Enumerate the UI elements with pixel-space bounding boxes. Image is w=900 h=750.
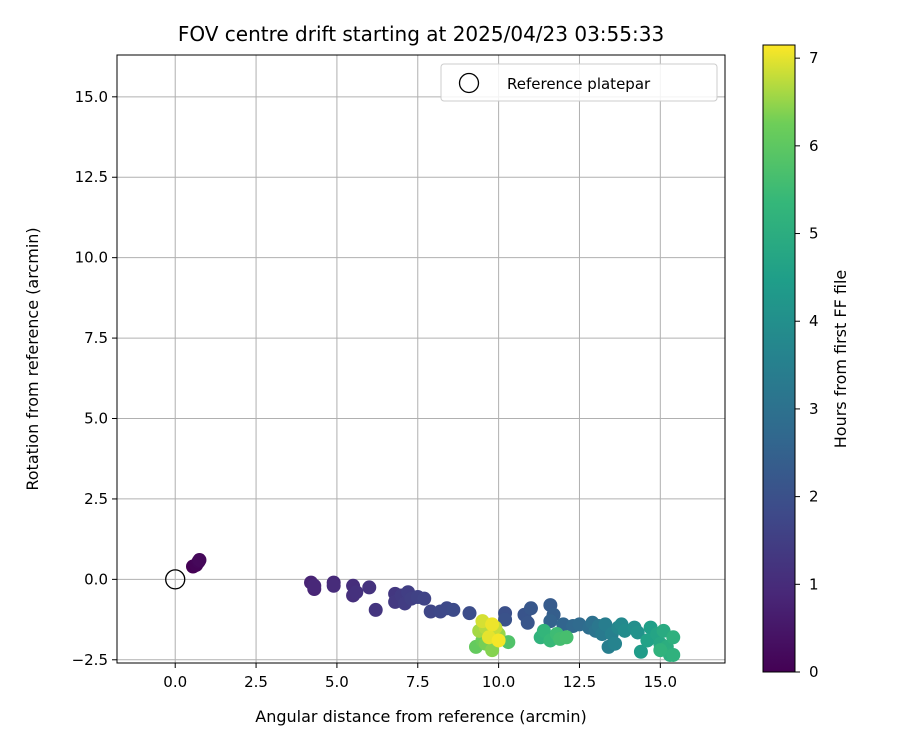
colorbar-tick-label: 6 [809, 137, 819, 155]
colorbar: 0 1 2 3 4 5 6 7 Hours from first FF file [763, 45, 850, 681]
data-point [653, 643, 667, 657]
colorbar-ticks: 0 1 2 3 4 5 6 7 [795, 49, 819, 681]
data-point [524, 601, 538, 615]
data-point [192, 553, 206, 567]
colorbar-gradient [763, 45, 795, 672]
data-point [666, 648, 680, 662]
x-tick-label: 5.0 [325, 673, 349, 691]
y-tick-label: 5.0 [84, 410, 108, 428]
y-axis-label: Rotation from reference (arcmin) [23, 227, 42, 490]
data-point [485, 617, 499, 631]
plot-frame [117, 55, 725, 663]
data-points [186, 553, 680, 662]
colorbar-label: Hours from first FF file [831, 270, 850, 449]
y-tick-label: 15.0 [75, 88, 108, 106]
y-tick-label: 7.5 [84, 329, 108, 347]
colorbar-tick-label: 1 [809, 575, 819, 593]
colorbar-tick-label: 3 [809, 400, 819, 418]
y-tick-label: 12.5 [75, 168, 108, 186]
y-tick-label: 10.0 [75, 249, 108, 267]
colorbar-tick-label: 7 [809, 49, 819, 67]
x-axis-ticks: 0.0 2.5 5.0 7.5 10.0 12.5 15.0 [163, 663, 677, 691]
data-point [369, 603, 383, 617]
data-point [446, 603, 460, 617]
y-tick-label: 2.5 [84, 490, 108, 508]
x-tick-label: 15.0 [644, 673, 677, 691]
x-axis-label: Angular distance from reference (arcmin) [255, 707, 586, 726]
y-tick-label: −2.5 [72, 651, 108, 669]
data-point [349, 585, 363, 599]
colorbar-tick-label: 2 [809, 488, 819, 506]
x-tick-label: 7.5 [406, 673, 430, 691]
x-tick-label: 2.5 [244, 673, 268, 691]
data-point [307, 579, 321, 593]
colorbar-tick-label: 5 [809, 225, 819, 243]
x-tick-label: 12.5 [563, 673, 596, 691]
data-point [362, 580, 376, 594]
colorbar-tick-label: 4 [809, 312, 819, 330]
data-point [327, 579, 341, 593]
data-point [463, 606, 477, 620]
data-point [560, 630, 574, 644]
x-tick-label: 10.0 [482, 673, 515, 691]
grid [117, 55, 725, 663]
chart-title: FOV centre drift starting at 2025/04/23 … [178, 22, 664, 46]
y-axis-ticks: −2.5 0.0 2.5 5.0 7.5 10.0 12.5 15.0 [72, 88, 117, 669]
data-point [521, 616, 535, 630]
data-point [608, 637, 622, 651]
data-point [417, 592, 431, 606]
legend: Reference platepar [441, 64, 717, 101]
x-tick-label: 0.0 [163, 673, 187, 691]
y-tick-label: 0.0 [84, 570, 108, 588]
legend-reference-label: Reference platepar [507, 75, 651, 93]
colorbar-tick-label: 0 [809, 663, 819, 681]
data-point [666, 630, 680, 644]
data-point [492, 633, 506, 647]
